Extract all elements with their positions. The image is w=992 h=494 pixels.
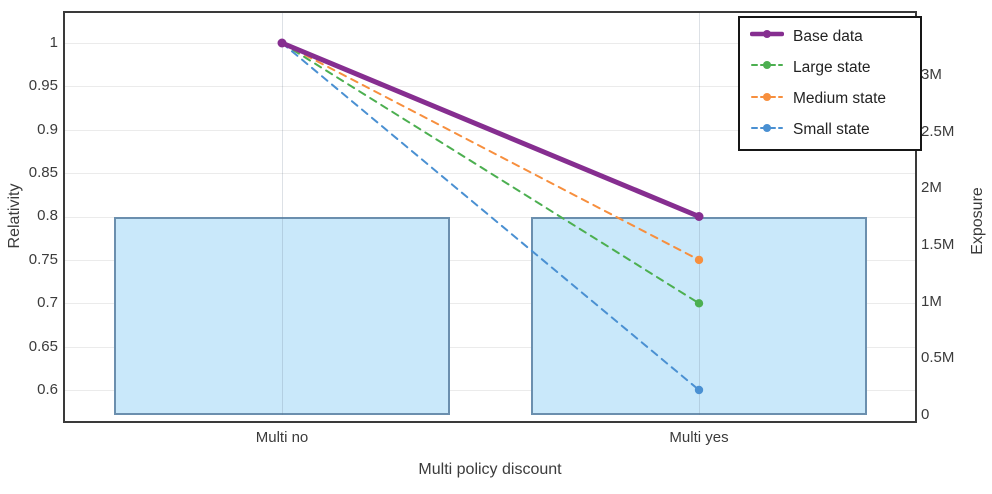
gridline-h [65,43,915,44]
base-data-line-marker-icon [749,27,785,46]
legend-item-medium-state[interactable]: Medium state [750,90,920,109]
gridline-h [65,303,915,305]
series-point-large-state [694,299,704,308]
gridline-h [65,346,915,348]
x-axis-title: Multi policy discount [418,461,562,478]
y-left-tick: 0.95 [28,77,58,94]
series-lines-layer [277,38,704,395]
y-right-tick: 2.5M [921,123,955,140]
legend-label: Large state [793,58,871,76]
gridline-h [65,173,915,175]
series-point-small-state [694,385,704,395]
series-line-small-state [281,42,700,391]
medium-state-dashed-marker-icon [750,90,784,109]
legend-item-base-data[interactable]: Base data [749,27,920,46]
y-right-tick: 1.5M [921,236,955,253]
legend-label: Medium state [793,90,887,108]
y-left-tick: 0.6 [37,381,58,398]
y-left-tick: 0.8 [37,207,58,224]
series-line-medium-state [281,42,700,261]
series-point-base-data [277,38,287,48]
y-left-tick: 0.75 [28,251,58,268]
y-left-tick: 0.65 [28,338,58,355]
gridline-v [282,13,283,415]
legend-box: Base data Large state Medium state Small… [738,16,922,151]
legend-label: Base data [793,27,863,45]
exposure-bar [531,216,867,415]
gridline-h [65,86,915,88]
series-point-base-data [694,212,704,221]
y-left-tick: 0.7 [37,294,58,311]
gridline-h [65,390,915,391]
large-state-dashed-marker-icon [750,58,784,77]
series-point-medium-state [694,255,704,265]
x-tick-multi-no: Multi no [255,429,309,446]
y-left-tick: 0.85 [28,164,58,181]
x-tick-multi-yes: Multi yes [669,429,729,446]
y-right-tick: 3M [921,66,942,83]
gridline-h [65,216,915,218]
y-right-tick: 0 [921,406,930,423]
y-left-axis-title: Relativity [6,183,23,249]
gridline-h [65,259,915,261]
y-left-tick: 0.9 [37,121,58,138]
legend-item-large-state[interactable]: Large state [750,58,920,77]
legend-label: Small state [793,121,870,139]
series-line-base-data [279,40,702,219]
legend-item-small-state[interactable]: Small state [750,121,920,140]
y-right-tick: 0.5M [921,349,955,366]
exposure-bar [114,216,450,415]
y-right-axis-title: Exposure [969,187,986,255]
series-line-large-state [281,42,700,305]
y-left-tick: 1 [49,34,58,51]
small-state-dashed-marker-icon [750,121,784,140]
y-right-tick: 1M [921,293,942,310]
y-right-tick: 2M [921,179,942,196]
